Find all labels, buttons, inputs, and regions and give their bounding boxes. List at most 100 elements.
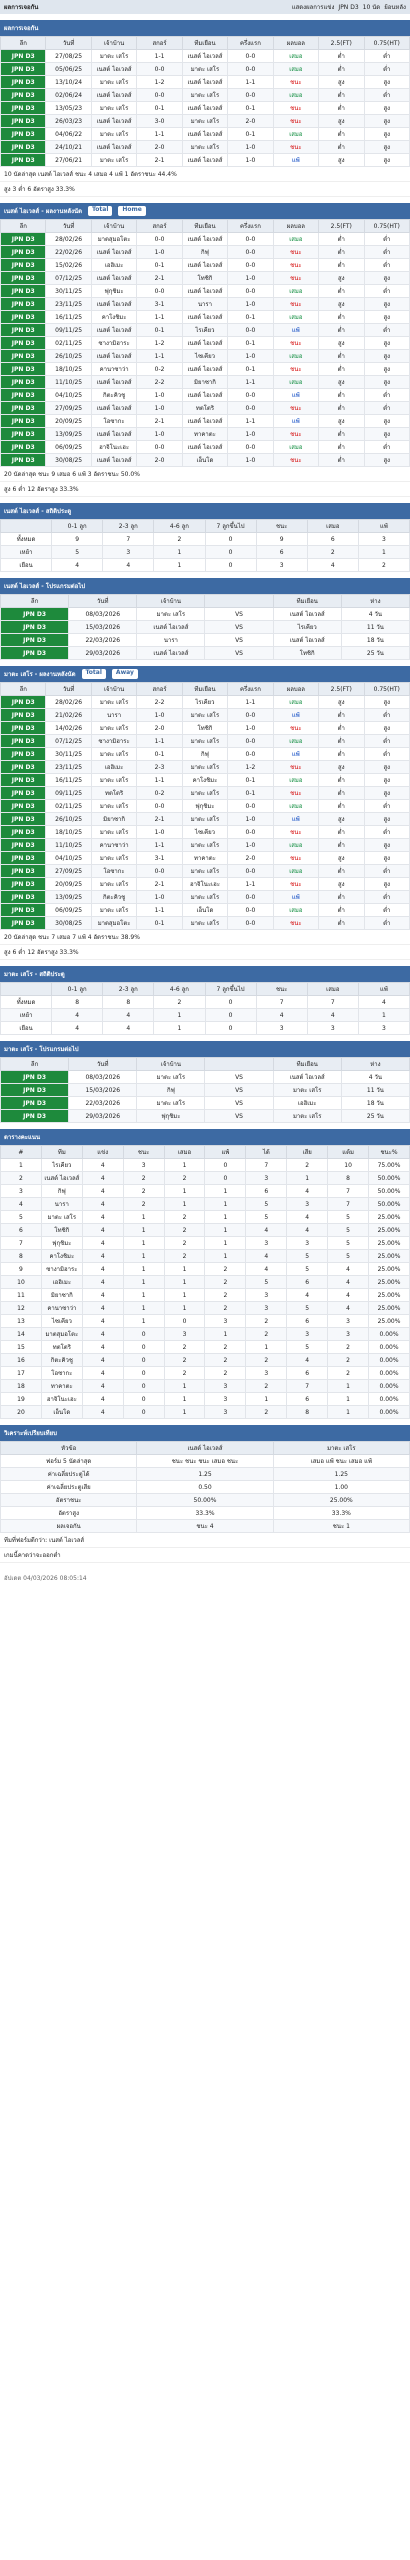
column-header: 0.75(HT)	[363, 36, 410, 50]
cell: 33.3%	[272, 1506, 410, 1520]
cell: เสมอ	[272, 88, 320, 102]
cell: 08/03/2026	[68, 1070, 138, 1084]
cell: VS	[204, 1096, 274, 1110]
cell: 1-1	[136, 127, 183, 141]
cell: 1-0	[227, 140, 274, 154]
cell: 1	[204, 1210, 247, 1224]
option[interactable]: 10 นัด	[362, 4, 381, 11]
cell: JPN D3	[0, 747, 47, 761]
cell: 2-3	[136, 760, 183, 774]
cell: ต่ำ	[318, 799, 365, 813]
top-bar: ผลการเจอกัน แสดงผลการแข่ง JPN D3 10 นัด ย้อน…	[0, 0, 410, 14]
cell: 1-1	[227, 695, 274, 709]
cell: เสมอ	[272, 864, 320, 878]
cell: 1-2	[136, 336, 183, 350]
tab[interactable]: Home	[118, 206, 146, 216]
cell: 0-1	[227, 127, 274, 141]
column-header: 4-6 ลูก	[153, 982, 206, 996]
cell: เสมอ	[272, 838, 320, 852]
cell: 02/06/24	[45, 88, 92, 102]
cell: เสมอ	[272, 799, 320, 813]
cell: 0-0	[136, 440, 183, 454]
cell: 2	[163, 1210, 206, 1224]
cell: 0-0	[227, 708, 274, 722]
tab[interactable]: Total	[81, 669, 106, 679]
thead: ลีก วันที่ เจ้าบ้าน สกอร์ ทีมเยือน ครึ่งแรก ผล…	[0, 682, 410, 696]
cell: มาตะ เสโร	[90, 877, 138, 891]
cell: ต่ำ	[318, 825, 365, 839]
cell: 2-1	[136, 812, 183, 826]
cell: เนสต์ ไอเวลส์	[90, 323, 138, 337]
column-header	[204, 1057, 274, 1071]
cell: เสมอ	[272, 734, 320, 748]
cell: 13/09/25	[45, 890, 92, 904]
cell: มาตสุมอโตะ	[90, 232, 138, 246]
cell: 4	[81, 1288, 124, 1302]
cell: เนสต์ ไอเวลส์	[90, 297, 138, 311]
cell: สูง	[363, 812, 410, 826]
cell: เนสต์ ไอเวลส์	[90, 271, 138, 285]
column-header: ผลบอล	[272, 219, 320, 233]
column-header: เสมอ	[306, 519, 359, 533]
cell: 0.00%	[368, 1327, 410, 1341]
cell: เสมอ	[272, 284, 320, 298]
cell: มาตะ เสโร	[90, 101, 138, 115]
thead: ลีก วันที่ เจ้าบ้าน สกอร์ ทีมเยือน ครึ่งแรก ผล…	[0, 36, 410, 50]
cell: JPN D3	[0, 903, 47, 917]
row: JPN D3 20/09/25 โอซากะ 2-1 เนสต์ ไอเวลส์ 1-1 แ…	[0, 414, 410, 428]
cell: 23/11/25	[45, 297, 92, 311]
column-header: 0.75(HT)	[363, 682, 410, 696]
cell: JPN D3	[0, 453, 47, 467]
cell: เนสต์ ไอเวลส์	[90, 453, 138, 467]
cell: เนสต์ ไอเวลส์	[181, 127, 229, 141]
cell: 30/08/25	[45, 453, 92, 467]
cell: 0-0	[227, 916, 274, 930]
cell: ต่ำ	[363, 388, 410, 402]
cell: นารา	[90, 708, 138, 722]
column-header: 0.75(HT)	[363, 219, 410, 233]
cell: 1	[327, 1392, 370, 1406]
cell: JPN D3	[0, 88, 47, 102]
cell: 50.00%	[368, 1171, 410, 1185]
cell: 1	[122, 1275, 165, 1289]
tab[interactable]: Total	[88, 206, 113, 216]
tab[interactable]: Away	[111, 669, 138, 679]
cell: JPN D3	[0, 812, 47, 826]
cell: ชนะ	[272, 114, 320, 128]
cell: สูง	[363, 75, 410, 89]
cell: ต่ำ	[318, 362, 365, 376]
cell: ทาคาตะ	[181, 851, 229, 865]
cell: JPN D3	[0, 140, 47, 154]
header-row: 0-1 ลูก 2-3 ลูก 4-6 ลูก 7 ลูกขึ้นไป ชนะ เสมอแ…	[0, 982, 410, 996]
cell: 4	[102, 558, 155, 572]
cell: 3	[245, 1236, 288, 1250]
cell: เนสต์ ไอเวลส์	[181, 362, 229, 376]
option[interactable]: ย้อนหลัง	[384, 4, 406, 11]
option[interactable]: JPN D3	[338, 4, 359, 11]
cell: 1	[357, 1008, 410, 1022]
cell: 4	[81, 1210, 124, 1224]
cell: ต่ำ	[363, 284, 410, 298]
cell: ต่ำ	[318, 427, 365, 441]
cell: ชนะ	[272, 851, 320, 865]
cell: VS	[204, 646, 274, 660]
cell: มิยาซากิ	[40, 1288, 83, 1302]
cell: 4	[286, 1210, 329, 1224]
column-header: แข่ง	[81, 1145, 124, 1159]
cell: 1	[122, 1288, 165, 1302]
cell: 0	[204, 1021, 257, 1035]
option[interactable]: แสดงผลการแข่ง	[291, 4, 335, 11]
column-header: สกอร์	[136, 36, 183, 50]
cell: เนสต์ ไอเวลส์	[181, 414, 229, 428]
cell: 07/12/25	[45, 271, 92, 285]
cell: มาตะ เสโร	[181, 786, 229, 800]
cell: มาตะ เสโร	[90, 799, 138, 813]
cell: JPN D3	[0, 1109, 70, 1123]
cell: ต่ำ	[318, 349, 365, 363]
row: อัตราสูง 33.3% 33.3%	[0, 1506, 410, 1520]
column-header: ชนะ%	[368, 1145, 410, 1159]
cell: 25 วัน	[340, 646, 410, 660]
cell: กิตะคิวชู	[90, 890, 138, 904]
column-header: แพ้	[204, 1145, 247, 1159]
cell: ชนะ	[272, 877, 320, 891]
